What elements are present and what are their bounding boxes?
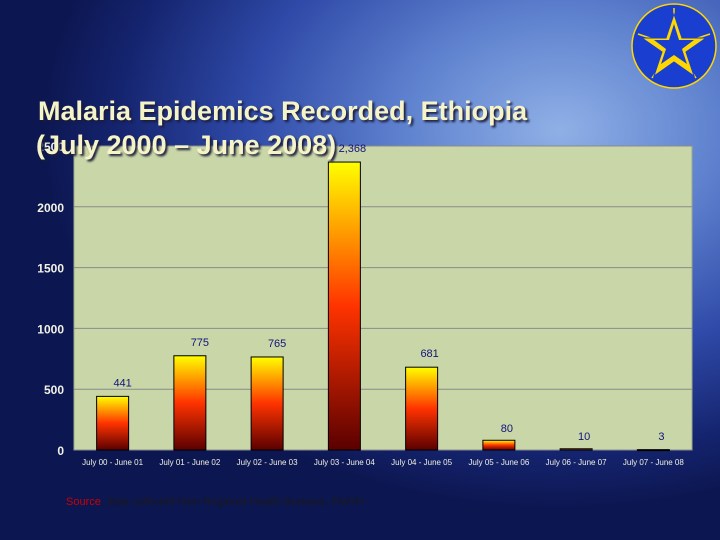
data-label: 681 bbox=[420, 348, 438, 360]
x-tick-label: July 01 - June 02 bbox=[159, 458, 220, 467]
bar bbox=[96, 395, 130, 451]
bar bbox=[327, 161, 361, 451]
x-tick-label: July 06 - June 07 bbox=[546, 458, 607, 467]
data-label: 80 bbox=[501, 423, 513, 435]
data-label: 2,368 bbox=[339, 143, 367, 155]
x-tick-label: July 02 - June 03 bbox=[237, 458, 298, 467]
data-label: 10 bbox=[578, 431, 590, 443]
ethiopian-emblem-icon bbox=[631, 3, 717, 89]
y-tick-label: 2500 bbox=[37, 140, 64, 154]
y-tick-label: 1000 bbox=[37, 322, 64, 336]
data-label: 441 bbox=[113, 377, 131, 389]
y-tick-label: 1500 bbox=[37, 262, 64, 276]
bar bbox=[559, 448, 593, 451]
x-tick-label: July 07 - June 08 bbox=[623, 458, 684, 467]
source-text: : data collected from Regional Health Bu… bbox=[100, 496, 364, 508]
bar bbox=[173, 355, 207, 451]
data-label: 775 bbox=[191, 337, 209, 349]
source-label: Source bbox=[66, 496, 101, 508]
y-tick-label: 0 bbox=[57, 444, 64, 458]
slide-subtitle: (July 2000 – June 2008) bbox=[36, 130, 337, 160]
slide-title: Malaria Epidemics Recorded, Ethiopia bbox=[38, 96, 528, 126]
bar bbox=[636, 449, 670, 452]
source-note: Source: data collected from Regional Hea… bbox=[66, 496, 364, 508]
bar bbox=[250, 356, 284, 451]
x-tick-label: July 03 - June 04 bbox=[314, 458, 375, 467]
data-label: 3 bbox=[658, 431, 664, 443]
y-tick-label: 2000 bbox=[37, 201, 64, 215]
bar bbox=[405, 366, 439, 451]
data-label: 765 bbox=[268, 338, 286, 350]
x-tick-label: July 05 - June 06 bbox=[468, 458, 529, 467]
x-tick-label: July 00 - June 01 bbox=[82, 458, 143, 467]
y-tick-label: 500 bbox=[44, 383, 64, 397]
bar bbox=[482, 439, 516, 451]
x-tick-label: July 04 - June 05 bbox=[391, 458, 452, 467]
plot-area bbox=[73, 145, 693, 451]
